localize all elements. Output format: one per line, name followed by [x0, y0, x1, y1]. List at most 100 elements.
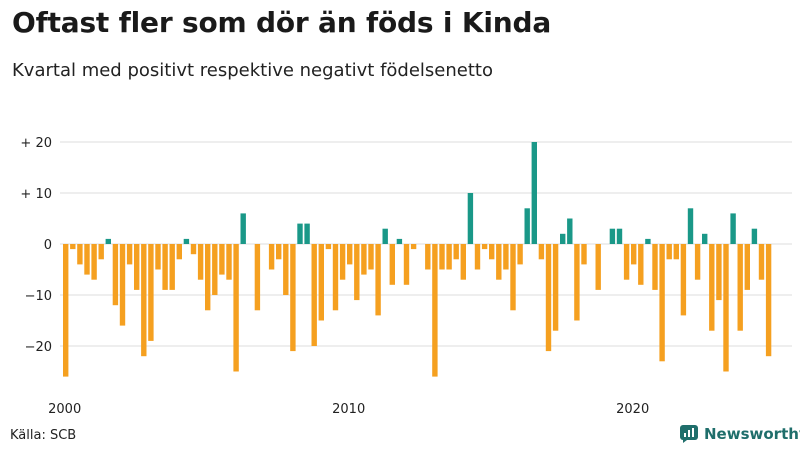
bar — [91, 244, 97, 280]
bar — [560, 233, 566, 244]
source-note: Källa: SCB — [10, 428, 77, 443]
bar — [375, 244, 381, 316]
bar — [481, 244, 488, 250]
bar — [737, 244, 743, 331]
bar — [169, 244, 175, 290]
bar — [723, 244, 729, 372]
bar — [396, 238, 403, 244]
bar — [354, 244, 360, 301]
bar — [496, 244, 502, 280]
bar — [332, 244, 339, 311]
brand-name: Newsworthy — [704, 425, 800, 443]
bar — [758, 244, 765, 280]
bar — [765, 244, 772, 357]
bar — [361, 244, 367, 275]
bar — [744, 244, 750, 290]
y-tick-label: 0 — [44, 238, 52, 253]
bar — [63, 244, 69, 377]
bar — [155, 244, 161, 270]
bar — [531, 142, 537, 244]
bar — [503, 244, 509, 270]
chart-subtitle: Kvartal med positivt respektive negativt… — [12, 60, 493, 81]
chart-title: Oftast fler som dör än föds i Kinda — [12, 6, 552, 39]
bar — [304, 223, 310, 244]
bar — [730, 213, 736, 244]
x-tick-label: 2010 — [332, 402, 365, 417]
x-tick-label: 2020 — [616, 402, 649, 417]
bar — [687, 208, 694, 244]
bar — [709, 244, 715, 331]
bar — [183, 238, 190, 244]
bar — [673, 244, 679, 260]
bar — [134, 244, 140, 290]
bar — [368, 244, 374, 270]
bar — [226, 244, 232, 280]
bar — [659, 244, 665, 362]
bar — [524, 208, 530, 244]
bar — [403, 244, 410, 285]
brand-logo: Newsworthy — [680, 425, 800, 443]
bar — [694, 244, 701, 280]
bar — [290, 244, 296, 352]
bar — [567, 218, 573, 244]
bar — [112, 244, 119, 306]
bar — [176, 244, 182, 260]
bar — [510, 244, 516, 311]
bar — [538, 244, 545, 260]
bar — [616, 228, 623, 244]
bar — [645, 238, 651, 244]
newsworthy-chart-icon — [680, 425, 698, 443]
bar — [148, 244, 154, 341]
bar — [190, 244, 197, 255]
bar — [666, 244, 672, 260]
bar — [119, 244, 126, 326]
bar — [453, 244, 459, 260]
bar — [276, 244, 282, 260]
bar — [268, 244, 275, 270]
bar — [98, 244, 104, 260]
bar — [339, 244, 346, 280]
bar — [219, 244, 225, 275]
bar — [347, 244, 353, 265]
bar — [325, 244, 332, 250]
bar — [702, 233, 708, 244]
bar — [460, 244, 466, 280]
bar — [105, 238, 111, 244]
bar — [84, 244, 90, 275]
bar — [197, 244, 204, 280]
x-tick-label: 2000 — [48, 402, 81, 417]
bar — [425, 244, 431, 270]
bar — [389, 244, 395, 285]
bar — [751, 228, 758, 244]
bar — [652, 244, 658, 290]
y-tick-label: + 10 — [20, 187, 52, 202]
bar — [446, 244, 452, 270]
bar — [410, 244, 417, 250]
bar — [631, 244, 637, 265]
bar — [439, 244, 445, 270]
bar — [474, 244, 481, 270]
y-tick-label: −10 — [25, 289, 52, 304]
bar — [552, 244, 559, 331]
bar — [467, 193, 474, 244]
bar — [489, 244, 495, 260]
bar — [545, 244, 552, 352]
bar — [126, 244, 133, 265]
bar — [77, 244, 83, 265]
bar — [623, 244, 630, 280]
bar — [574, 244, 580, 321]
bar — [382, 228, 388, 244]
bar — [283, 244, 289, 295]
bar — [716, 244, 722, 301]
bar — [70, 244, 76, 250]
bar — [233, 244, 239, 372]
bar — [240, 213, 246, 244]
y-tick-label: + 20 — [20, 136, 52, 151]
bar — [318, 244, 324, 321]
bar — [581, 244, 587, 265]
bar — [205, 244, 211, 311]
bar — [297, 223, 303, 244]
bar — [638, 244, 644, 285]
bar — [432, 244, 438, 377]
